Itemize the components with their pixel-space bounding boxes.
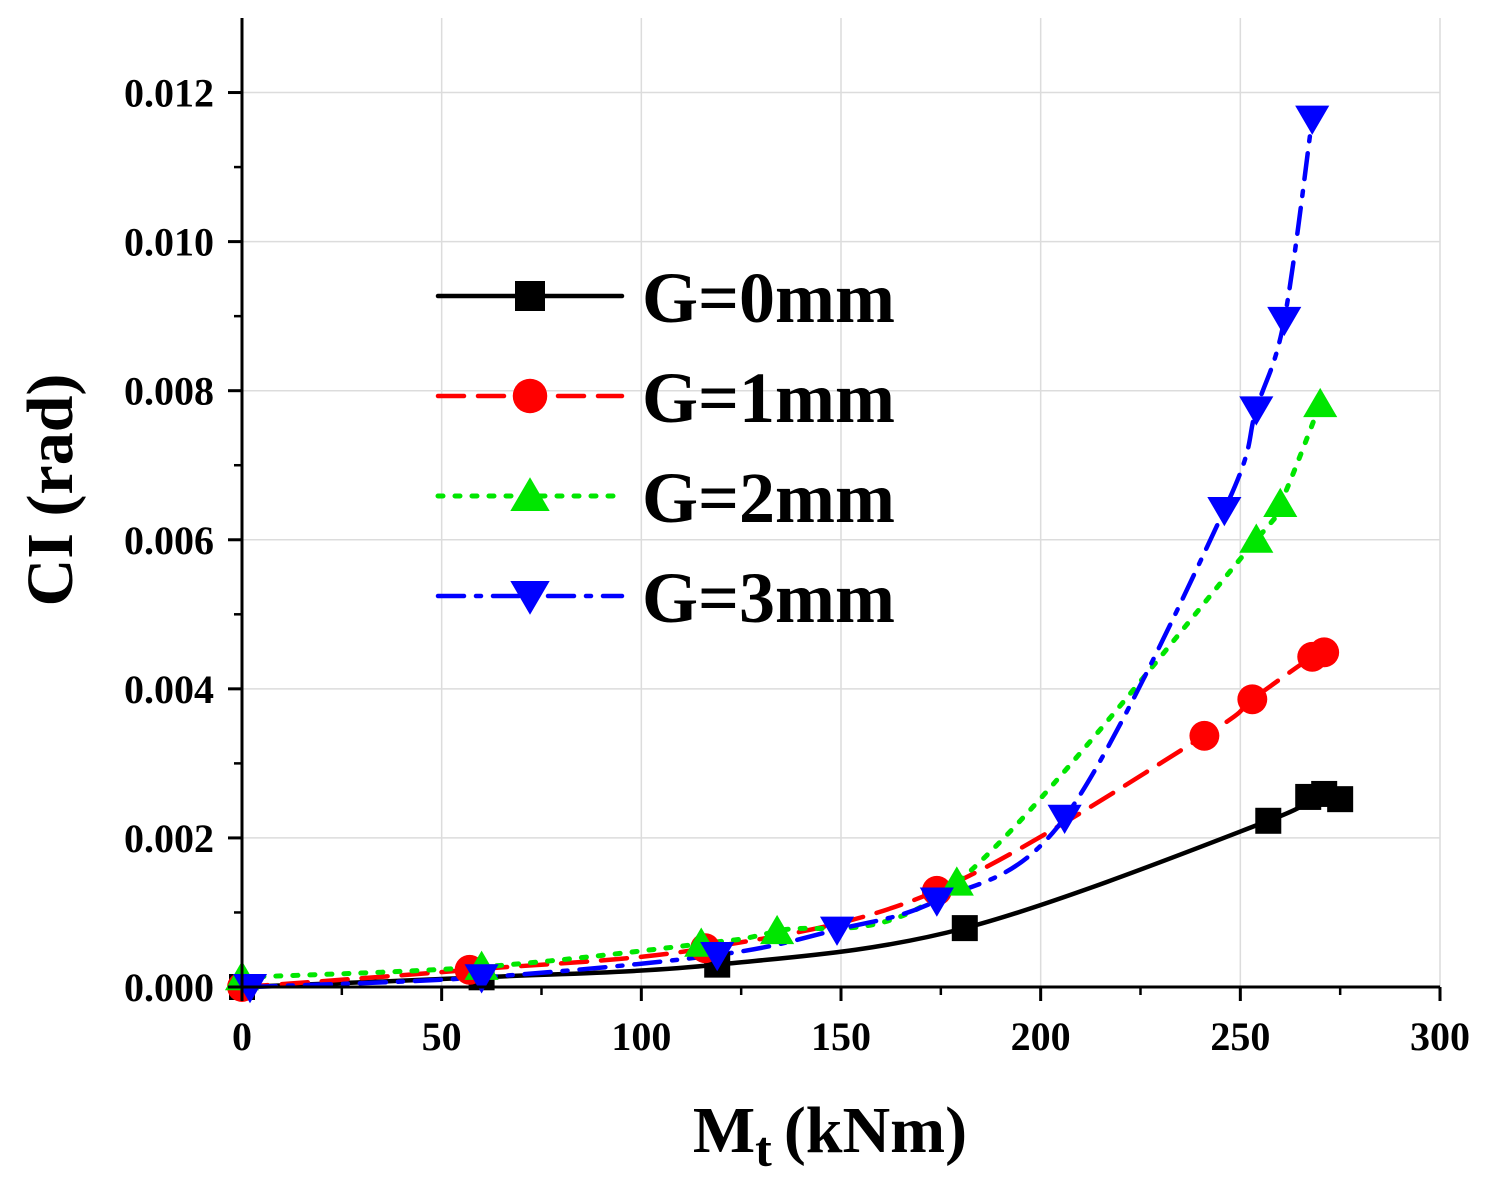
series-line-3 xyxy=(247,116,1315,990)
x-axis-title-subscript: t xyxy=(755,1121,772,1177)
series-markers xyxy=(224,105,1354,1004)
x-axis-title-unit: (kNm) xyxy=(784,1094,967,1167)
data-point-series-0 xyxy=(951,915,978,942)
series-lines xyxy=(239,116,1343,990)
data-point-series-1 xyxy=(1237,684,1268,715)
x-tick-label: 0 xyxy=(232,1014,252,1059)
x-axis-title-main: M xyxy=(693,1094,755,1167)
gridlines xyxy=(242,18,1441,987)
y-tick-label: 0.004 xyxy=(124,667,214,712)
y-tick-label: 0.000 xyxy=(124,965,214,1010)
y-tick-label: 0.008 xyxy=(124,369,214,414)
y-axis-title: CI (rad) xyxy=(14,374,87,607)
x-tick-label: 150 xyxy=(811,1014,871,1059)
x-tick-label: 100 xyxy=(611,1014,671,1059)
data-point-series-3 xyxy=(1295,105,1330,135)
data-point-series-2 xyxy=(1303,387,1338,418)
data-point-series-0 xyxy=(1327,786,1354,813)
legend-marker-1 xyxy=(512,378,548,414)
data-point-series-3 xyxy=(1207,496,1242,527)
legend-marker-2 xyxy=(510,477,550,511)
data-point-series-3 xyxy=(1239,396,1274,426)
x-tick-label: 200 xyxy=(1011,1014,1071,1059)
data-point-series-3 xyxy=(819,916,855,946)
y-tick-label: 0.006 xyxy=(124,518,214,563)
data-point-series-3 xyxy=(700,941,735,972)
y-tick-label: 0.012 xyxy=(124,71,214,116)
data-point-series-3 xyxy=(919,887,954,917)
legend-marker-0 xyxy=(515,281,545,311)
data-point-series-3 xyxy=(1267,306,1302,337)
y-tick-label: 0.010 xyxy=(124,220,214,265)
data-point-series-1 xyxy=(1189,720,1220,751)
legend-label-1: G=1mm xyxy=(642,358,895,438)
data-point-series-1 xyxy=(1309,637,1340,668)
tick-labels: 0 50 100 150 200 250 300 0.000 0.002 0.004 0.006 0.… xyxy=(124,71,1470,1059)
y-tick-label: 0.002 xyxy=(124,816,214,861)
legend-marker-3 xyxy=(510,581,550,615)
data-point-series-2 xyxy=(1239,523,1274,553)
x-tick-label: 250 xyxy=(1210,1014,1270,1059)
legend-label-2: G=2mm xyxy=(642,458,895,538)
data-point-series-0 xyxy=(1255,807,1282,834)
series-line-0 xyxy=(239,791,1343,990)
data-point-series-2 xyxy=(1263,487,1298,517)
x-tick-label: 300 xyxy=(1410,1014,1470,1059)
legend-label-3: G=3mm xyxy=(642,558,895,638)
data-point-series-3 xyxy=(1047,804,1082,835)
legend: G=0mm G=1mm G=2mm G=3mm xyxy=(435,258,895,638)
x-tick-label: 50 xyxy=(422,1014,462,1059)
x-axis-title: Mt (kNm) xyxy=(693,1094,967,1177)
data-point-series-3 xyxy=(464,964,499,994)
ticks xyxy=(228,91,1442,1001)
legend-label-0: G=0mm xyxy=(642,258,895,338)
data-point-series-2 xyxy=(760,914,795,945)
